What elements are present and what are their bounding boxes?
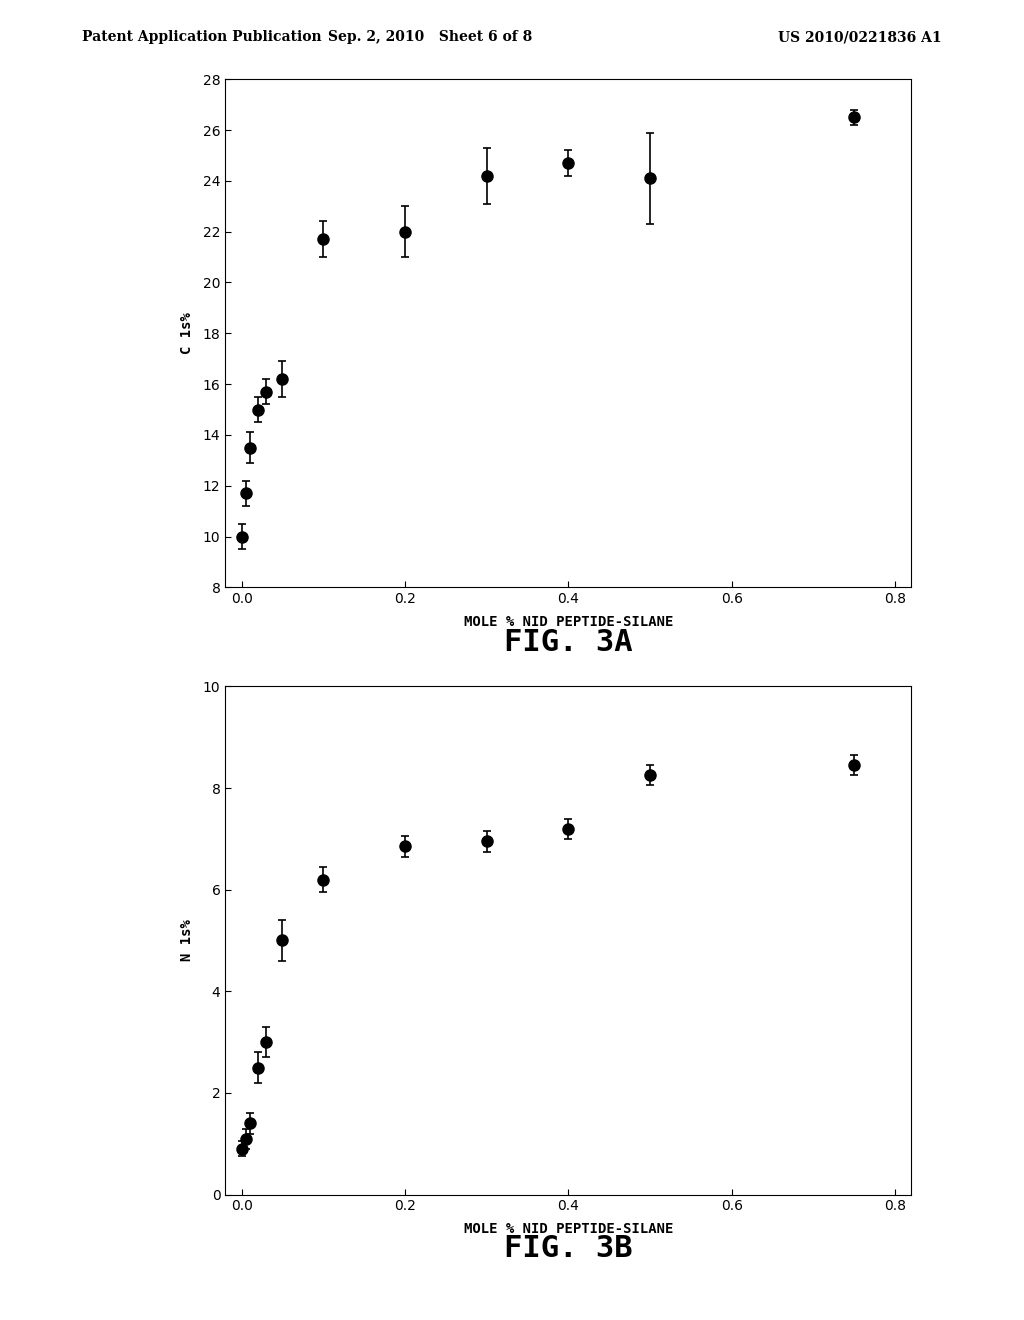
X-axis label: MOLE % NID PEPTIDE-SILANE: MOLE % NID PEPTIDE-SILANE: [464, 1222, 673, 1236]
Text: FIG. 3B: FIG. 3B: [504, 1234, 633, 1263]
X-axis label: MOLE % NID PEPTIDE-SILANE: MOLE % NID PEPTIDE-SILANE: [464, 615, 673, 628]
Text: Sep. 2, 2010   Sheet 6 of 8: Sep. 2, 2010 Sheet 6 of 8: [328, 30, 532, 45]
Y-axis label: C 1s%: C 1s%: [180, 313, 195, 354]
Text: Patent Application Publication: Patent Application Publication: [82, 30, 322, 45]
Text: FIG. 3A: FIG. 3A: [504, 628, 633, 657]
Y-axis label: N 1s%: N 1s%: [180, 920, 195, 961]
Text: US 2010/0221836 A1: US 2010/0221836 A1: [778, 30, 942, 45]
